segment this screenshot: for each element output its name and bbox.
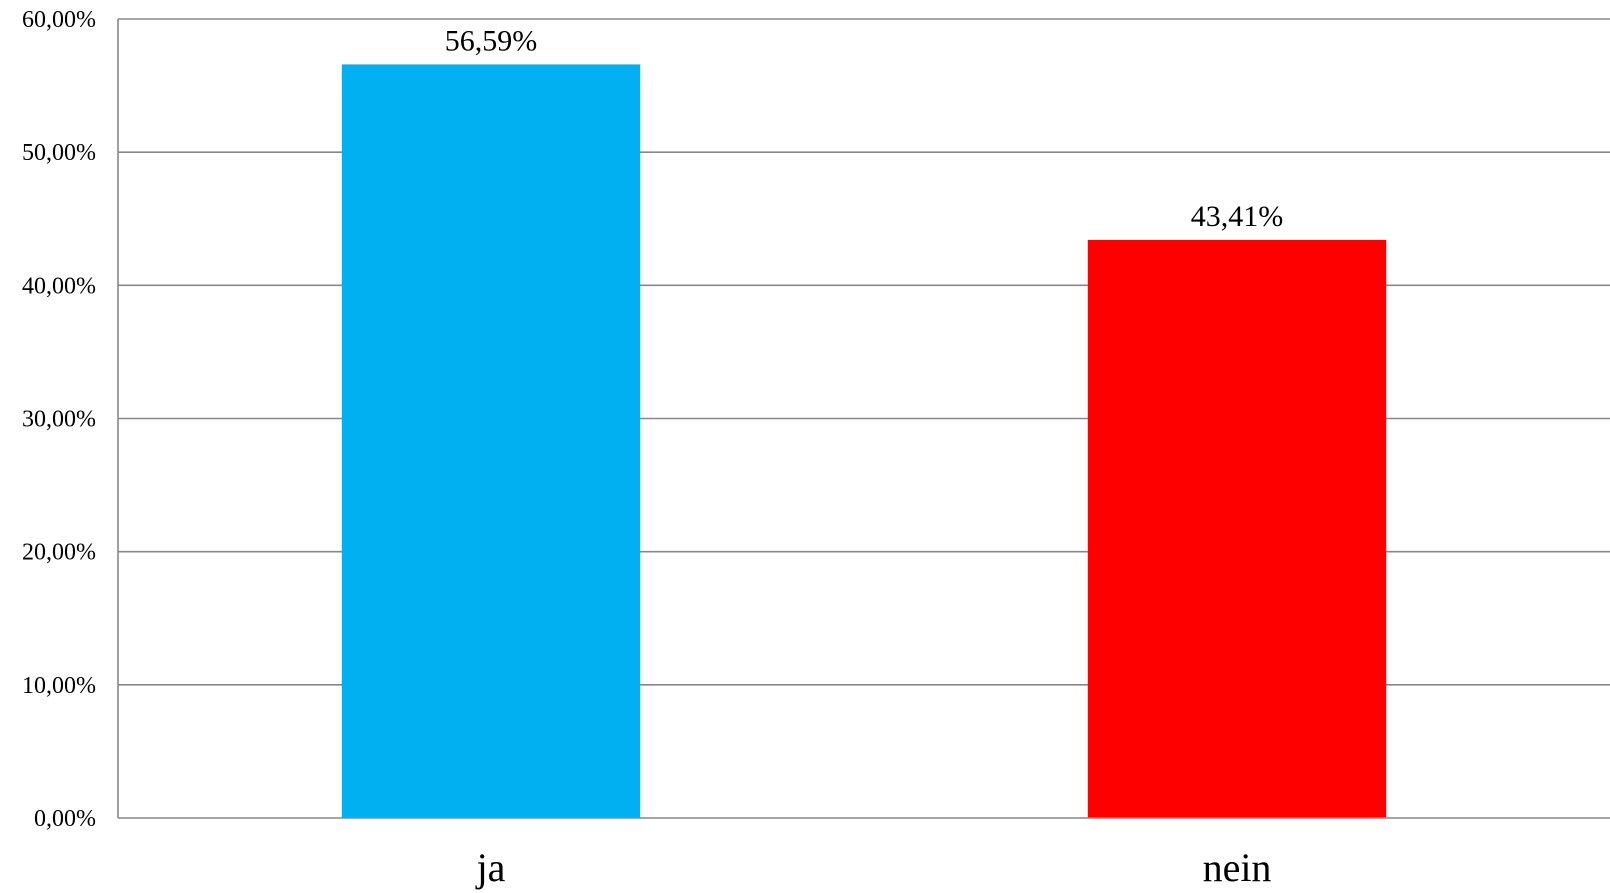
axes (117, 19, 1610, 819)
y-tick-label: 40,00% (22, 273, 96, 299)
bar-ja (341, 64, 641, 818)
x-category-label-ja: ja (475, 845, 506, 890)
y-tick-label: 50,00% (22, 140, 96, 166)
data-label-ja: 56,59% (445, 24, 538, 57)
y-tick-label: 60,00% (22, 7, 96, 33)
x-axis-category-labels: ja nein (475, 845, 1272, 890)
y-tick-label: 20,00% (22, 540, 96, 566)
x-category-label-nein: nein (1203, 845, 1272, 890)
y-tick-label: 0,00% (34, 806, 96, 832)
bar-nein (1087, 239, 1387, 819)
data-labels: 56,59% 43,41% (445, 24, 1284, 233)
y-tick-label: 30,00% (22, 407, 96, 433)
data-label-nein: 43,41% (1191, 200, 1284, 233)
bars (341, 64, 1387, 819)
y-tick-label: 10,00% (22, 673, 96, 699)
y-axis-tick-labels: 0,00% 10,00% 20,00% 30,00% 40,00% 50,00% 60,00… (22, 7, 96, 832)
